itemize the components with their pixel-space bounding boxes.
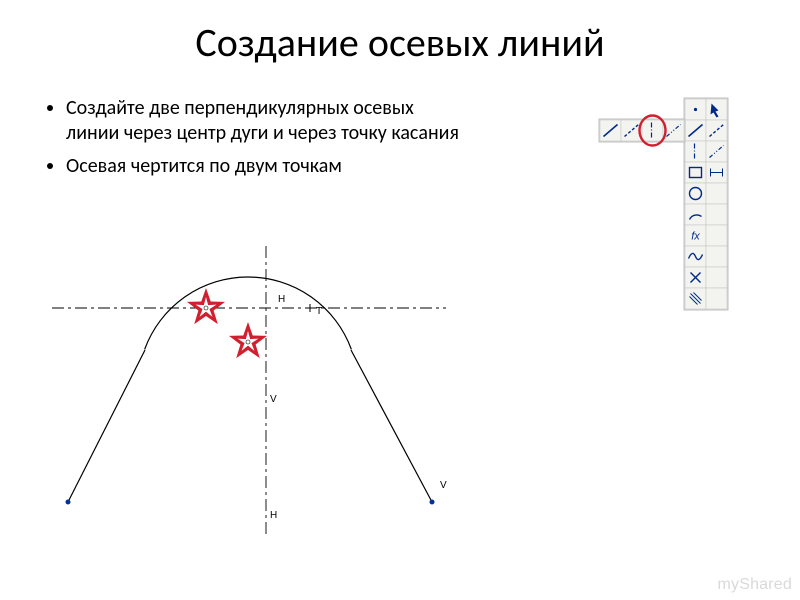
technical-diagram: H T V V H bbox=[48, 242, 448, 542]
svg-text:fx: fx bbox=[691, 231, 700, 243]
svg-text:V: V bbox=[270, 394, 277, 405]
diagram-svg: H T V V H bbox=[48, 242, 448, 542]
svg-text:V: V bbox=[440, 480, 447, 491]
toolbar-svg: fx bbox=[588, 96, 738, 320]
bullet-item: Осевая чертится по двум точкам bbox=[66, 154, 470, 179]
bullet-item: Создайте две перпендикулярных осевых лин… bbox=[66, 96, 470, 146]
slide-title: Создание осевых линий bbox=[0, 0, 800, 67]
svg-text:H: H bbox=[278, 294, 285, 305]
svg-text:T: T bbox=[316, 306, 322, 317]
slide-body: Создайте две перпендикулярных осевых лин… bbox=[40, 96, 470, 187]
cad-toolbar: fx bbox=[588, 96, 738, 325]
bullet-list: Создайте две перпендикулярных осевых лин… bbox=[40, 96, 470, 179]
svg-text:H: H bbox=[270, 510, 277, 521]
slide: Создание осевых линий Создайте две перпе… bbox=[0, 0, 800, 600]
watermark-text: myShared bbox=[717, 576, 792, 594]
